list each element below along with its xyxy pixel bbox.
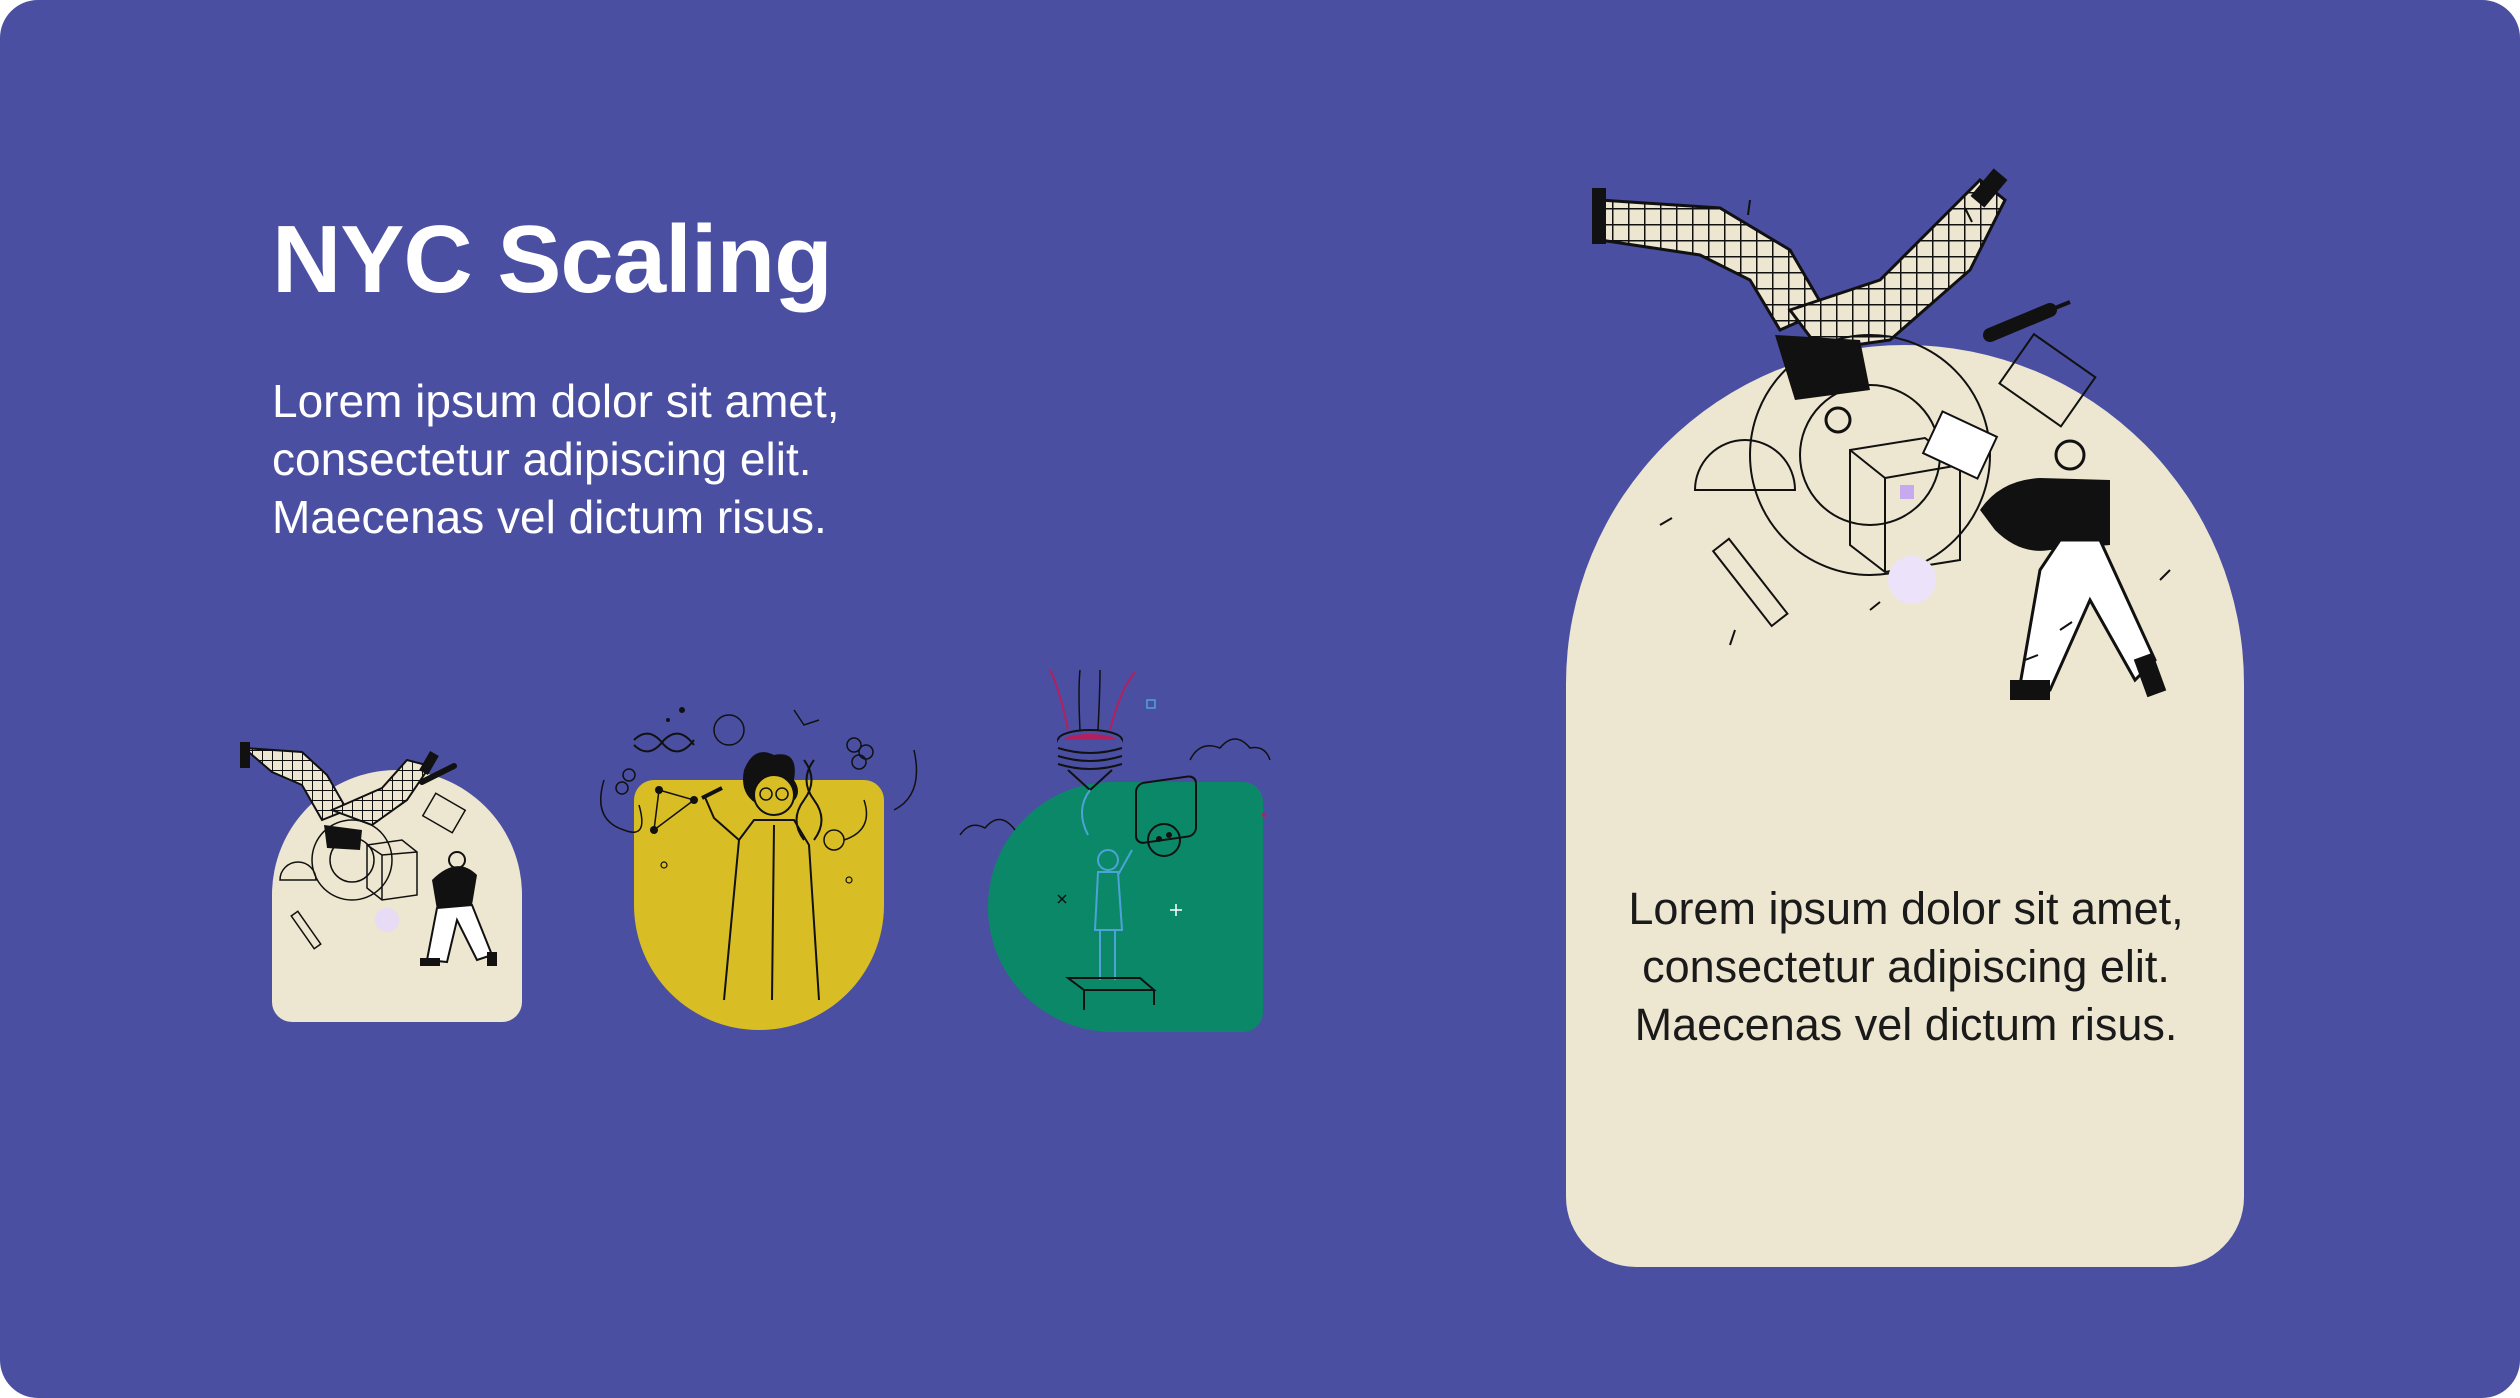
socket-illustration	[959, 669, 1271, 1032]
feature-card-illustration	[1592, 168, 2171, 700]
slide-title: NYC Scaling	[272, 206, 833, 313]
thumbnail-socket[interactable]	[950, 660, 1310, 1032]
rounded-corner-shape	[988, 782, 1263, 1032]
inverted-arch-shape	[634, 780, 884, 1030]
scientist-illustration	[600, 707, 918, 1030]
thumbnail-box-lifter[interactable]	[232, 730, 532, 1030]
thumbnail-scientist[interactable]	[594, 700, 934, 1030]
box-lifter-illustration	[240, 742, 522, 1022]
feature-card-text: Lorem ipsum dolor sit amet, consectetur …	[1628, 883, 2184, 1050]
intro-text: Lorem ipsum dolor sit amet, consectetur …	[272, 375, 840, 543]
